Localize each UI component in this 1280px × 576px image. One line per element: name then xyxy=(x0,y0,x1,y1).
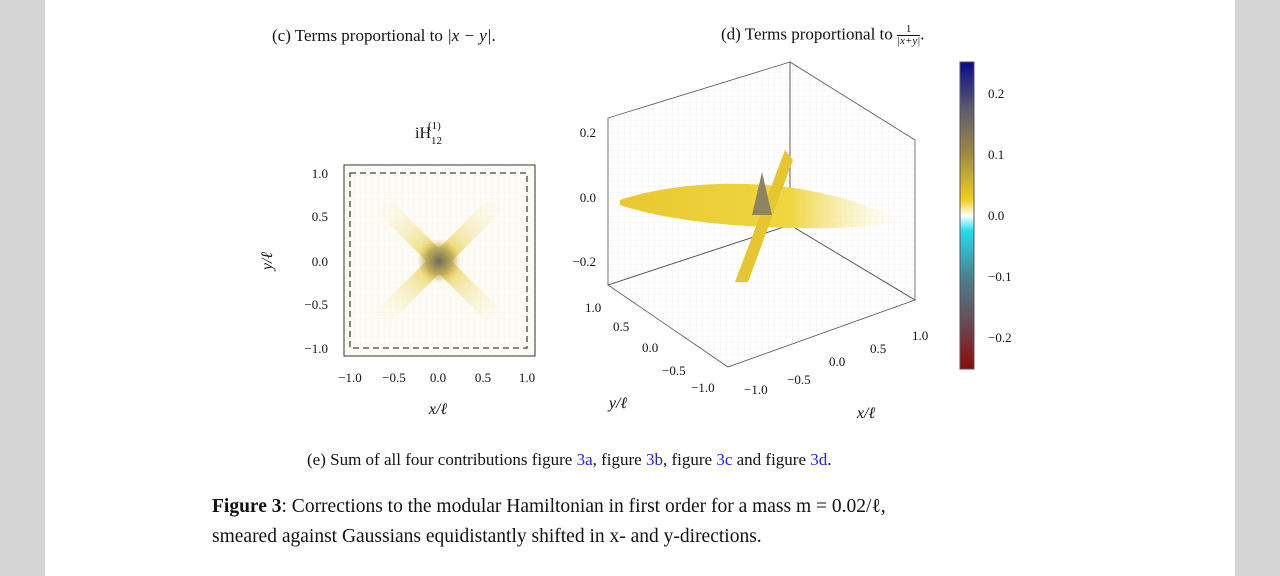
y-tick: 1.0 xyxy=(312,166,328,181)
y-tick: −1.0 xyxy=(691,380,715,395)
z-tick: 0.2 xyxy=(580,125,596,140)
caption-text: (e) Sum of all four contributions figure xyxy=(307,450,577,469)
y-tick-labels: 1.0 0.5 0.0 −0.5 −1.0 xyxy=(304,166,328,356)
x-tick: 0.0 xyxy=(829,354,845,369)
y-tick: 0.0 xyxy=(642,340,658,355)
z-tick: −0.2 xyxy=(572,254,596,269)
surface-plot-3d: 0.2 0.0 −0.2 −1.0 −0.5 0.0 0.5 1.0 1.0 0… xyxy=(572,61,928,422)
subcaption-d: (d) Terms proportional to 1 |x+y|. xyxy=(721,24,925,47)
x-tick: −0.5 xyxy=(787,372,811,387)
y-tick: 0.0 xyxy=(312,254,328,269)
numerator: 1 xyxy=(897,24,921,36)
caption-text: (d) Terms proportional to xyxy=(721,24,898,44)
x-tick-labels: −1.0 −0.5 0.0 0.5 1.0 xyxy=(338,370,535,385)
colorbar-tick: −0.1 xyxy=(988,269,1012,284)
x-tick: −0.5 xyxy=(382,370,406,385)
y-tick: 1.0 xyxy=(585,300,601,315)
x-axis-label: x/ℓ xyxy=(428,401,448,418)
x-tick: 1.0 xyxy=(519,370,535,385)
colorbar: 0.2 0.1 0.0 −0.1 −0.2 xyxy=(959,61,1012,370)
colorbar-tick: −0.2 xyxy=(988,330,1012,345)
x-axis-label-3d: x/ℓ xyxy=(856,405,876,422)
caption-text: . xyxy=(491,26,496,45)
y-tick: 0.5 xyxy=(613,319,629,334)
caption-math: |x − y| xyxy=(447,26,492,45)
caption-text: . xyxy=(827,450,832,469)
ref-link-3a[interactable]: 3a xyxy=(576,450,593,469)
caption-text: (c) Terms proportional to xyxy=(272,26,448,45)
denominator: |x+y| xyxy=(897,35,921,47)
heatmap-plot: iH12(1) −1.0 −0.5 0.0 0.5 1.0 1.0 0.5 0.… xyxy=(259,120,536,418)
figure-caption-line2: smeared against Gaussians equidistantly … xyxy=(212,526,762,547)
ref-link-3c[interactable]: 3c xyxy=(716,450,733,469)
caption-text: , figure xyxy=(662,450,717,469)
fraction: 1 |x+y| xyxy=(897,24,921,47)
subcaption-e: (e) Sum of all four contributions figure… xyxy=(307,450,832,470)
y-tick: −1.0 xyxy=(304,341,328,356)
figure-label: Figure 3 xyxy=(212,496,282,517)
dashed-box xyxy=(349,172,528,349)
x-tick: 1.0 xyxy=(912,328,928,343)
center-peak xyxy=(417,239,461,283)
subcaption-c: (c) Terms proportional to |x − y|. xyxy=(272,26,496,46)
y-tick: −0.5 xyxy=(304,297,328,312)
y-axis-label-3d: y/ℓ xyxy=(607,395,628,412)
x-tick: −1.0 xyxy=(744,382,768,397)
caption-text: , figure xyxy=(592,450,646,469)
paper-page: (c) Terms proportional to |x − y|. (d) T… xyxy=(45,0,1235,576)
heatmap-title: iH12(1) xyxy=(415,120,442,147)
surface-ridge xyxy=(735,150,793,282)
floor-pane xyxy=(607,224,916,368)
y-tick: −0.5 xyxy=(662,363,686,378)
surface-peak xyxy=(752,172,772,215)
x-tick: −1.0 xyxy=(338,370,362,385)
colorbar-tick: 0.2 xyxy=(988,86,1004,101)
x-tick: 0.5 xyxy=(475,370,491,385)
figure-caption-line1: Figure 3: Corrections to the modular Ham… xyxy=(212,496,886,518)
colorbar-gradient xyxy=(959,61,975,370)
x-tick: 0.5 xyxy=(870,341,886,356)
z-tick: 0.0 xyxy=(580,190,596,205)
caption-text: and figure xyxy=(732,450,811,469)
y-tick: 0.5 xyxy=(312,209,328,224)
caption-text: : Corrections to the modular Hamiltonian… xyxy=(281,496,886,517)
colorbar-tick: 0.1 xyxy=(988,147,1004,162)
caption-text: . xyxy=(920,24,925,44)
ref-link-3b[interactable]: 3b xyxy=(645,450,663,469)
x-tick: 0.0 xyxy=(430,370,446,385)
ref-link-3d[interactable]: 3d xyxy=(810,450,828,469)
y-axis-label: y/ℓ xyxy=(259,252,276,273)
colorbar-tick: 0.0 xyxy=(988,208,1004,223)
